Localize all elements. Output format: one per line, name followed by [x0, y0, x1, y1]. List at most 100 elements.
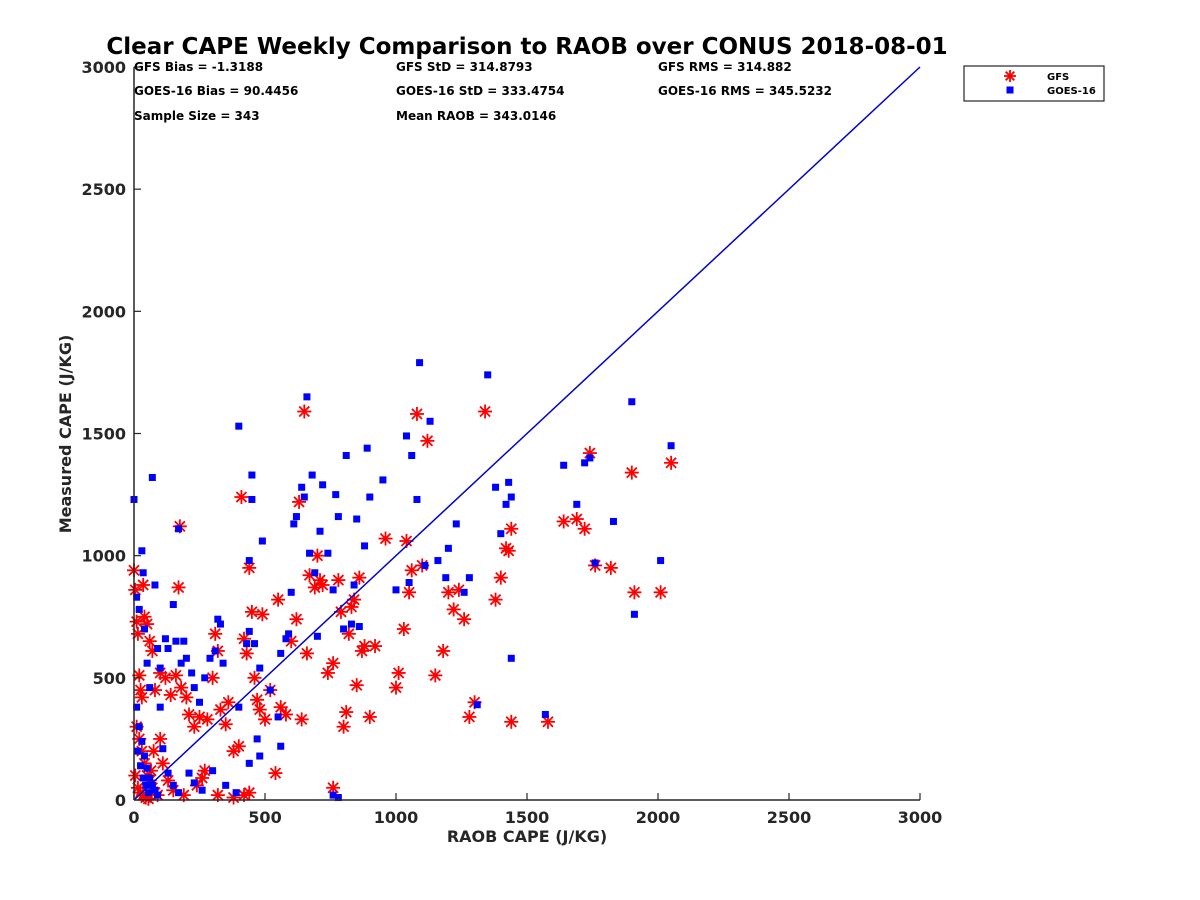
gfs-point	[336, 719, 351, 734]
gfs-point	[396, 621, 411, 636]
goes16-point	[347, 620, 355, 628]
goes16-point	[541, 710, 549, 718]
ticks-layer: 0 500 1000 1500 2000 2500 3000 0 500 1000 1500 2000…	[81, 58, 942, 827]
goes16-point	[248, 471, 256, 479]
goes16-point	[190, 779, 198, 787]
gfs-point	[362, 709, 377, 724]
y-tick-label: 3000	[81, 58, 126, 77]
gfs-point	[153, 731, 168, 746]
gfs-point	[352, 570, 367, 585]
gfs-point	[134, 690, 149, 705]
legend-label: GFS	[1047, 72, 1069, 83]
goes16-point	[156, 703, 164, 711]
goes16-point	[164, 645, 172, 653]
gfs-point	[488, 592, 503, 607]
gfs-point	[200, 712, 215, 727]
goes16-point	[319, 481, 327, 489]
gfs-point	[326, 656, 341, 671]
goes16-point	[292, 513, 300, 521]
goes16-point	[216, 620, 224, 628]
gfs-point	[208, 626, 223, 641]
goes16-point	[146, 774, 154, 782]
goes16-point	[248, 495, 256, 503]
goes16-point	[144, 789, 152, 797]
goes16-point	[282, 635, 290, 643]
goes16-point	[413, 495, 421, 503]
goes16-point	[209, 767, 217, 775]
x-tick-label: 2500	[767, 808, 812, 827]
gfs-point	[315, 577, 330, 592]
gfs-point	[341, 626, 356, 641]
goes16-point	[133, 703, 141, 711]
goes16-point	[245, 759, 253, 767]
goes16-point	[484, 371, 492, 379]
gfs-point	[493, 570, 508, 585]
gfs-point	[231, 739, 246, 754]
gfs-point	[163, 687, 178, 702]
goes16-point	[452, 520, 460, 528]
gfs-point	[420, 433, 435, 448]
goes16-point	[421, 561, 429, 569]
plot-area	[127, 66, 921, 806]
goes16-point	[300, 493, 308, 501]
goes16-point	[379, 476, 387, 484]
goes16-point	[402, 432, 410, 440]
goes16-point	[146, 684, 154, 692]
goes16-point	[274, 713, 282, 721]
goes16-point	[290, 520, 298, 528]
goes16-point	[169, 781, 177, 789]
legend-box	[963, 65, 1105, 102]
goes16-point	[667, 442, 675, 450]
gfs-point	[478, 404, 493, 419]
gfs-point	[247, 670, 262, 685]
goes16-point	[408, 451, 416, 459]
gfs-point	[271, 592, 286, 607]
goes16-point	[313, 632, 321, 640]
goes16-point	[473, 701, 481, 709]
goes16-point	[505, 478, 513, 486]
gfs-point	[168, 668, 183, 683]
legend-label: GOES-16	[1047, 86, 1096, 97]
x-tick-label: 2000	[636, 808, 681, 827]
gfs-point	[409, 406, 424, 421]
gfs-point	[146, 744, 161, 759]
goes16-point	[133, 593, 141, 601]
gfs-point	[389, 680, 403, 695]
gfs-point	[331, 573, 346, 588]
reference-line	[133, 66, 921, 801]
goes16-point	[311, 569, 319, 577]
goes16-point	[253, 735, 261, 743]
goes16-point	[140, 752, 148, 760]
goes16-point	[148, 781, 156, 789]
gfs-point	[446, 602, 461, 617]
gfs-point	[158, 670, 173, 685]
gfs-point	[242, 560, 257, 575]
gfs-point	[289, 612, 304, 627]
goes16-point	[182, 654, 190, 662]
goes16-point	[137, 762, 145, 770]
gfs-point	[577, 521, 592, 536]
gfs-point	[179, 690, 194, 705]
goes16-point	[232, 789, 240, 797]
x-tick-label: 3000	[898, 808, 943, 827]
goes16-point	[316, 527, 324, 535]
goes16-point	[560, 461, 568, 469]
goes16-point	[363, 444, 371, 452]
gfs-point	[653, 585, 668, 600]
goes16-point	[444, 544, 452, 552]
gfs-point	[250, 692, 265, 707]
goes16-point	[185, 769, 193, 777]
gfs-point	[391, 665, 406, 680]
goes16-point	[214, 615, 222, 623]
goes16-point	[657, 557, 665, 565]
goes16-point	[350, 581, 358, 589]
gfs-point	[242, 785, 257, 800]
goes16-point	[266, 686, 274, 694]
goes16-point	[154, 791, 162, 799]
goes16-point	[151, 581, 159, 589]
gfs-point	[556, 514, 571, 529]
gfs-point	[252, 702, 267, 717]
gfs-point	[436, 643, 451, 658]
gfs-point	[239, 646, 254, 661]
goes16-point	[405, 579, 413, 587]
